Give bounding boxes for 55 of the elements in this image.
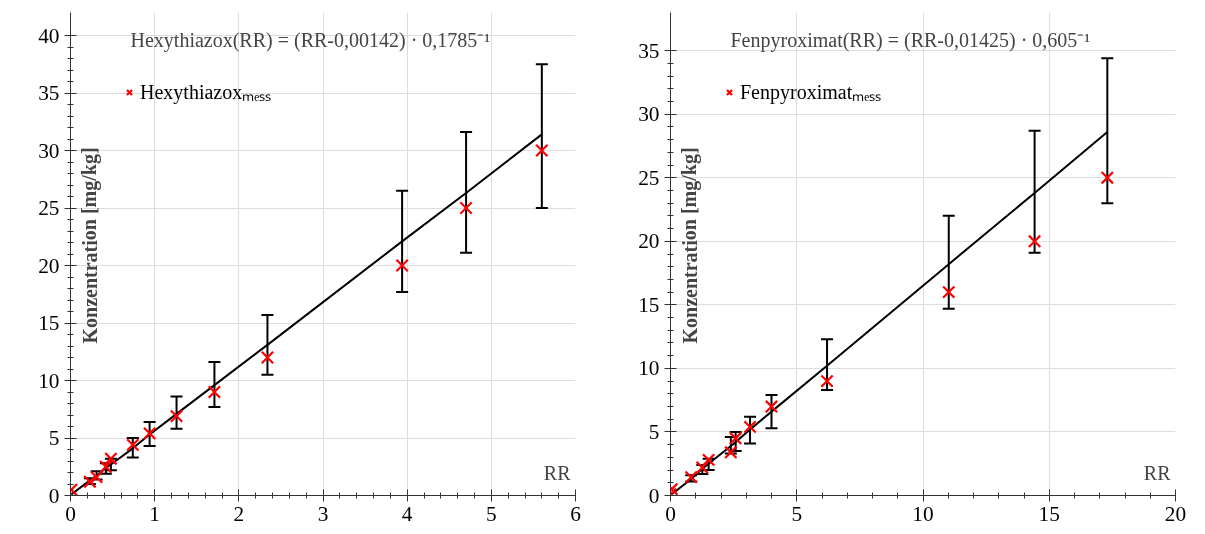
x-tick-label: 15 <box>1038 501 1060 526</box>
point <box>126 438 140 452</box>
point <box>260 350 275 365</box>
y-tick-label: 10 <box>638 356 660 381</box>
x-axis-title: RR <box>1143 461 1172 484</box>
y-tick-label: 25 <box>38 196 60 220</box>
y-tick-label: 35 <box>38 81 60 105</box>
y-tick-label: 5 <box>648 419 660 444</box>
y-axis-title: Konzentration [mg/kg] <box>678 147 702 344</box>
y-tick-label: 0 <box>48 483 60 508</box>
point <box>459 201 473 215</box>
y-tick-label: 30 <box>638 102 660 127</box>
point <box>395 258 409 273</box>
legend-label: Fenpyroximatₘₑₛₛ <box>740 80 882 105</box>
x-tick-label: 20 <box>1164 501 1187 526</box>
x-tick-label: 1 <box>149 501 161 526</box>
legend-label: Hexythiazoxₘₑₛₛ <box>140 80 272 105</box>
point <box>728 431 743 446</box>
x-tick-label: 0 <box>65 501 76 526</box>
point <box>83 474 97 489</box>
y-tick-label: 20 <box>38 253 60 278</box>
point <box>820 374 834 388</box>
y-tick-label: 15 <box>638 292 660 317</box>
y-tick-label: 10 <box>38 368 60 393</box>
x-tick-label: 0 <box>665 501 676 526</box>
point <box>535 143 549 158</box>
x-tick-label: 5 <box>486 501 497 526</box>
y-tick-label: 5 <box>48 426 60 450</box>
x-tick-label: 6 <box>570 501 582 526</box>
y-tick-label: 30 <box>38 138 60 163</box>
annotation: Hexythiazox(RR) = (RR-0,00142) · 0,1785⁻¹ <box>130 28 491 52</box>
x-tick-label: 2 <box>233 501 245 526</box>
y-tick-label: 25 <box>638 165 660 190</box>
point <box>764 399 779 414</box>
point <box>104 451 118 466</box>
y-tick-label: 40 <box>38 23 60 48</box>
point <box>207 385 222 399</box>
y-tick-label: 0 <box>648 483 660 508</box>
x-tick-label: 5 <box>791 501 803 526</box>
y-tick-label: 20 <box>638 229 660 254</box>
y-tick-label: 35 <box>638 38 660 63</box>
y-tick-label: 15 <box>38 311 60 335</box>
y-axis-title: Konzentration [mg/kg] <box>78 147 102 344</box>
point <box>1027 234 1042 249</box>
x-tick-label: 4 <box>401 501 413 526</box>
point <box>942 285 956 299</box>
x-axis-title: RR <box>543 461 572 484</box>
annotation: Fenpyroximat(RR) = (RR-0,01425) · 0,605⁻¹ <box>730 28 1091 52</box>
point <box>743 420 757 434</box>
x-tick-label: 3 <box>317 501 329 526</box>
point <box>1100 170 1115 185</box>
point <box>169 409 184 423</box>
x-tick-label: 10 <box>912 501 934 526</box>
point <box>701 453 716 467</box>
point <box>142 426 157 441</box>
